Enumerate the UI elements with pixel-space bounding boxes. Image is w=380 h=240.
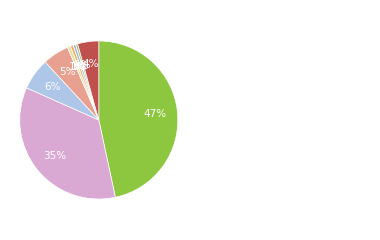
Text: 1%: 1%	[69, 62, 86, 72]
Text: 5%: 5%	[60, 67, 76, 77]
Text: 1%: 1%	[74, 60, 91, 70]
Text: 1%: 1%	[71, 61, 88, 72]
Text: 47%: 47%	[144, 109, 167, 119]
Wedge shape	[68, 46, 99, 120]
Wedge shape	[70, 45, 99, 120]
Text: 4%: 4%	[83, 59, 99, 69]
Wedge shape	[27, 62, 99, 120]
Wedge shape	[73, 44, 99, 120]
Wedge shape	[99, 41, 178, 197]
Text: 35%: 35%	[43, 151, 66, 161]
Text: 1%: 1%	[73, 61, 89, 71]
Wedge shape	[45, 48, 99, 120]
Wedge shape	[76, 44, 99, 120]
Legend: Centre for Biodiversity
Genomics [735], Mined from GenBank, NCBI [552], Canadian: Centre for Biodiversity Genomics [735], …	[190, 0, 343, 152]
Wedge shape	[20, 88, 116, 199]
Wedge shape	[78, 41, 99, 120]
Text: 6%: 6%	[44, 82, 61, 92]
